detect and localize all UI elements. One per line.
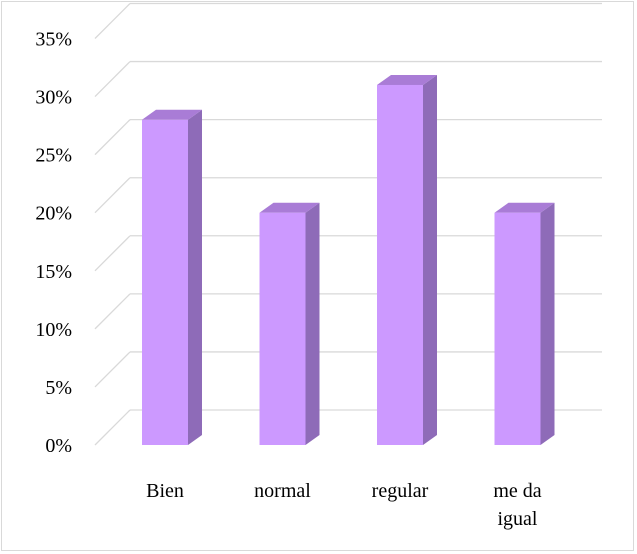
y-tick-label: 0% <box>45 435 72 457</box>
x-category-label: Bien <box>146 480 184 502</box>
gridline-depth <box>94 409 131 446</box>
x-category-label: me da <box>493 480 541 502</box>
y-tick-label: 35% <box>35 29 72 51</box>
bar <box>494 212 541 445</box>
gridline-depth <box>94 351 131 388</box>
y-tick-label: 5% <box>45 377 72 399</box>
bar-top <box>259 202 320 213</box>
bar-top <box>142 109 202 120</box>
bar-top <box>494 202 555 213</box>
x-category-label: normal <box>254 480 311 502</box>
gridline-depth <box>94 177 131 214</box>
bar-side <box>305 202 320 445</box>
gridline-depth <box>94 3 131 39</box>
x-category-label: igual <box>498 508 538 530</box>
gridline-depth <box>94 119 131 156</box>
gridline-depth <box>94 61 131 98</box>
bar-top <box>377 74 437 85</box>
bar <box>259 212 306 445</box>
gridline-depth <box>94 235 131 272</box>
gridline-depth <box>94 293 131 330</box>
bar <box>377 84 423 445</box>
bar-side <box>423 74 437 445</box>
bar-side <box>540 202 555 445</box>
bar <box>142 119 188 446</box>
y-tick-label: 30% <box>35 87 72 109</box>
bar-side <box>188 109 202 446</box>
y-tick-label: 25% <box>35 145 72 167</box>
x-category-label: regular <box>372 480 429 502</box>
y-tick-label: 15% <box>35 261 72 283</box>
y-tick-label: 20% <box>35 203 72 225</box>
y-tick-label: 10% <box>35 319 72 341</box>
